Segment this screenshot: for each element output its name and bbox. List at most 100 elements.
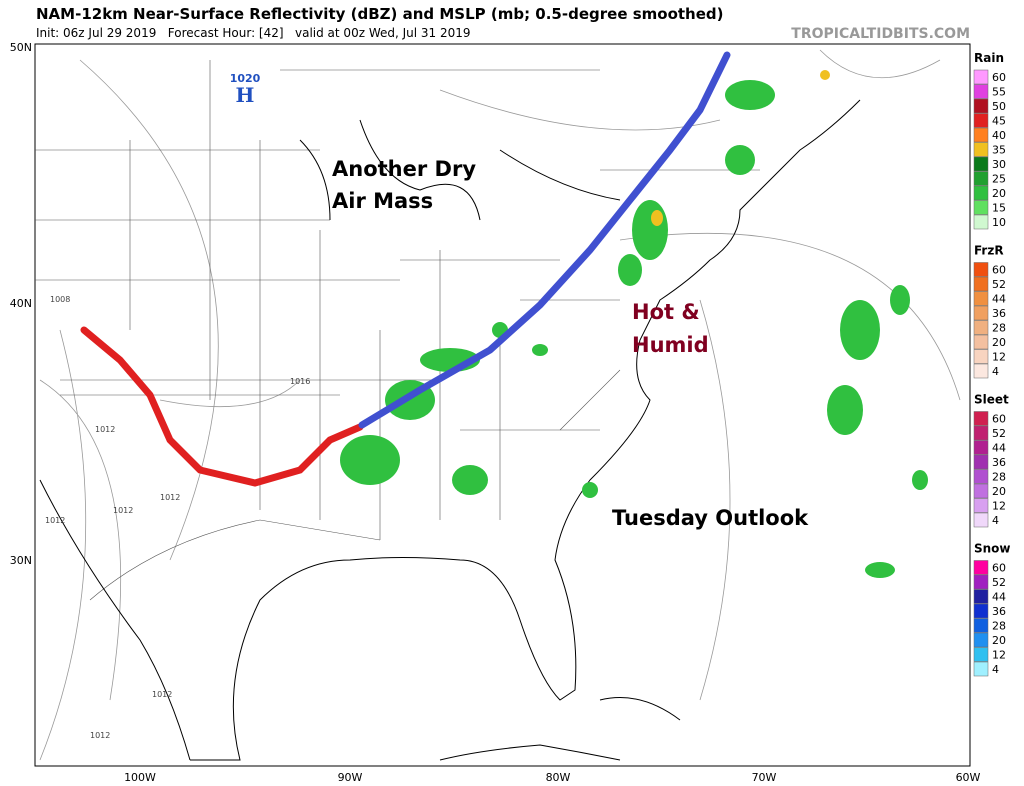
- legend-label: 20: [992, 485, 1006, 498]
- legend-label: 12: [992, 649, 1006, 662]
- cold-front-line: [358, 51, 731, 429]
- legend-label: 20: [992, 187, 1006, 200]
- legend-swatch: [973, 214, 989, 230]
- legend-title: Snow: [974, 542, 1011, 556]
- legend-swatch: [973, 113, 989, 128]
- legend-swatch: [973, 98, 989, 114]
- precip: [340, 80, 928, 578]
- isobar-label: 1012: [113, 506, 133, 515]
- legend-swatch: [973, 618, 989, 633]
- legend-label: 55: [992, 86, 1006, 99]
- legend-swatch: [973, 440, 989, 455]
- isobar-label: 1012: [90, 731, 110, 740]
- high-pressure-value: 1020: [230, 72, 261, 85]
- legend-swatch: [973, 349, 989, 364]
- legend-swatch: [973, 647, 989, 662]
- lon-label: 60W: [956, 771, 981, 784]
- legend-swatch: [973, 469, 989, 484]
- annotation: Humid: [632, 333, 709, 357]
- legend-label: 35: [992, 144, 1006, 157]
- legend-swatch: [973, 603, 989, 619]
- lon-label: 90W: [338, 771, 363, 784]
- legend-swatch: [973, 632, 989, 648]
- coastline: [39, 99, 861, 761]
- legend-swatch: [973, 363, 989, 379]
- legend-title: Rain: [974, 51, 1004, 65]
- legend-label: 44: [992, 442, 1006, 455]
- legend-swatch: [973, 305, 989, 321]
- legend-label: 50: [992, 100, 1006, 113]
- lat-label: 40N: [10, 297, 32, 310]
- legend-swatch: [973, 142, 989, 157]
- legend-swatch: [973, 454, 989, 470]
- legend-swatch: [973, 512, 989, 528]
- isobar-label: 1008: [50, 295, 70, 304]
- legend-label: 45: [992, 115, 1006, 128]
- legend-label: 30: [992, 158, 1006, 171]
- legend-label: 28: [992, 471, 1006, 484]
- legend-label: 52: [992, 427, 1006, 440]
- legend-label: 25: [992, 173, 1006, 186]
- warm-front-line: [80, 326, 364, 487]
- legend-label: 28: [992, 620, 1006, 633]
- subtitle: Init: 06z Jul 29 2019 Forecast Hour: [42…: [36, 26, 471, 40]
- lat-label: 30N: [10, 554, 32, 567]
- legend-label: 36: [992, 307, 1006, 320]
- legend-label: 28: [992, 322, 1006, 335]
- legend-swatch: [973, 69, 989, 85]
- legend-swatch: [973, 589, 989, 604]
- source: TROPICALTIDBITS.COM: [791, 26, 970, 42]
- annotation: Another Dry: [332, 157, 476, 181]
- legend-label: 52: [992, 576, 1006, 589]
- legend-label: 36: [992, 456, 1006, 469]
- legend-swatch: [973, 171, 989, 186]
- legend-swatch: [973, 84, 989, 99]
- legend-label: 52: [992, 278, 1006, 291]
- legend-swatch: [973, 334, 989, 350]
- legend-label: 40: [992, 129, 1006, 142]
- isobar-label: 1012: [160, 493, 180, 502]
- annotation: Hot &: [632, 300, 700, 324]
- legend-swatch: [973, 483, 989, 499]
- legend-swatch: [973, 262, 989, 277]
- legend-label: 20: [992, 336, 1006, 349]
- legend-swatch: [973, 276, 989, 292]
- legend-label: 4: [992, 365, 999, 378]
- legend-label: 4: [992, 663, 999, 676]
- legend-swatch: [973, 661, 989, 677]
- legend-label: 36: [992, 605, 1006, 618]
- legend-swatch: [973, 127, 989, 143]
- legend-title: Sleet: [974, 393, 1009, 407]
- legend-label: 15: [992, 202, 1006, 215]
- legend-label: 44: [992, 293, 1006, 306]
- state-lines: [35, 60, 760, 601]
- legend-title: FrzR: [974, 244, 1004, 258]
- legend-label: 4: [992, 514, 999, 527]
- isobar-label: 1012: [95, 425, 115, 434]
- isobar-label: 1012: [45, 516, 65, 525]
- legend-swatch: [973, 411, 989, 426]
- legend-label: 44: [992, 591, 1006, 604]
- legend-label: 10: [992, 216, 1006, 229]
- legend-label: 60: [992, 71, 1006, 84]
- legend-swatch: [973, 185, 989, 201]
- map-area: [34, 43, 971, 767]
- legend-label: 12: [992, 500, 1006, 513]
- legend-label: 60: [992, 562, 1006, 575]
- legend-swatch: [973, 320, 989, 335]
- legend-label: 12: [992, 351, 1006, 364]
- legend-swatch: [973, 425, 989, 441]
- lon-label: 70W: [752, 771, 777, 784]
- legend-label: 60: [992, 264, 1006, 277]
- isobar-label: 1012: [152, 690, 172, 699]
- annotation: Tuesday Outlook: [612, 506, 809, 530]
- legend-swatch: [973, 200, 989, 215]
- legend-swatch: [973, 291, 989, 306]
- legend-swatch: [973, 498, 989, 513]
- annotation: Air Mass: [332, 189, 433, 213]
- title: NAM-12km Near-Surface Reflectivity (dBZ)…: [36, 5, 724, 23]
- lon-label: 100W: [124, 771, 156, 784]
- lat-label: 50N: [10, 41, 32, 54]
